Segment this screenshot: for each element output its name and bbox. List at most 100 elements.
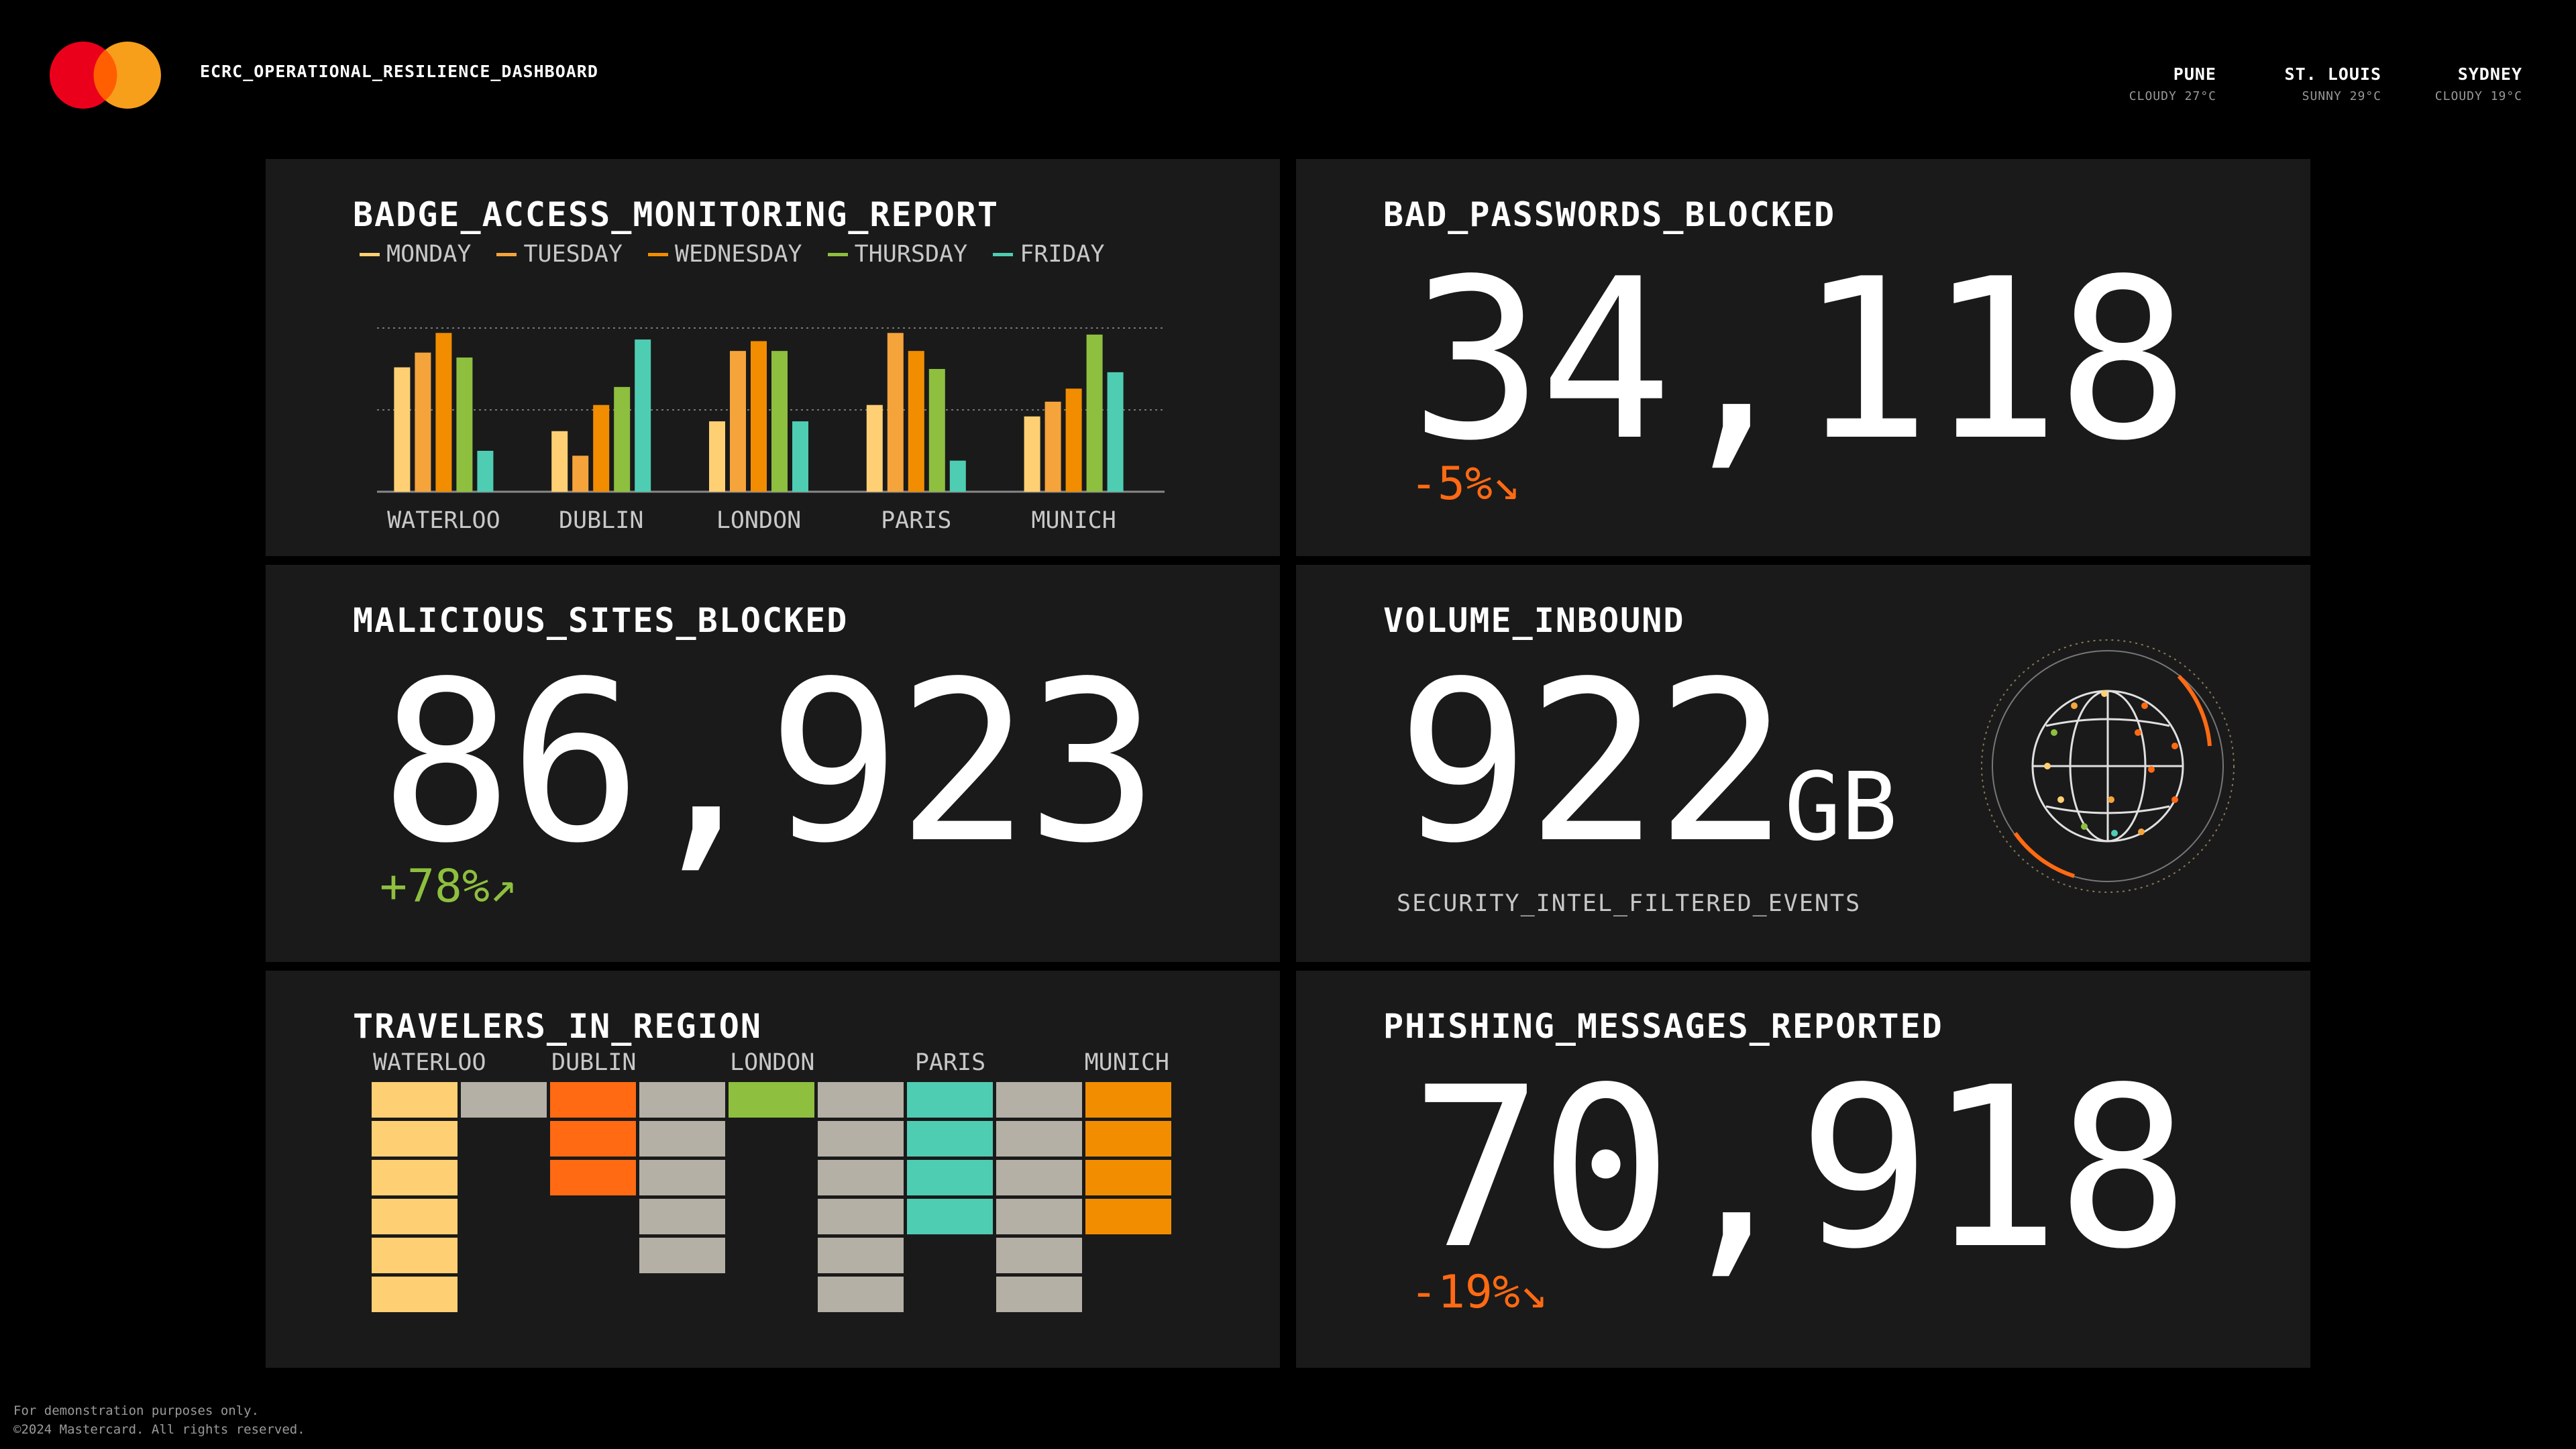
travelers-panel: TRAVELERS_IN_REGION WATERLOO DUBLIN LONDON…	[266, 971, 1280, 1368]
city-name: PUNE	[2173, 64, 2216, 84]
traveler-cell-london	[818, 1238, 904, 1273]
bar-monday-paris	[866, 405, 883, 492]
bar-tuesday-munich	[1044, 401, 1061, 492]
traveler-cell-waterloo	[372, 1238, 458, 1273]
region-label: MUNICH	[1085, 1049, 1169, 1076]
legend-item-monday: MONDAY	[360, 241, 471, 268]
city-weather: CLOUDY 27°C	[2129, 89, 2216, 103]
traveler-cell-waterloo	[372, 1121, 458, 1157]
traveler-cell-london	[818, 1277, 904, 1312]
bar-monday-waterloo	[394, 367, 411, 492]
traveler-cell-dublin	[550, 1160, 636, 1195]
traveler-cell-paris	[996, 1160, 1082, 1195]
metric-value: 86,923	[380, 634, 1159, 892]
traveler-cell-paris	[996, 1238, 1082, 1273]
bar-monday-dublin	[551, 431, 568, 492]
bar-tuesday-paris	[887, 333, 904, 492]
traveler-cell-london	[729, 1082, 814, 1118]
city-weather: CLOUDY 19°C	[2434, 89, 2522, 103]
traveler-cell-paris	[996, 1199, 1082, 1234]
region-label: DUBLIN	[551, 1049, 636, 1076]
phishing-panel: PHISHING_MESSAGES_REPORTED 70,918 -19%↘	[1296, 971, 2310, 1368]
legend-label: MONDAY	[386, 241, 472, 268]
bar-thursday-paris	[928, 369, 945, 492]
travelers-grid-chart: WATERLOO DUBLIN LONDON PARIS MUNICH	[372, 1049, 1171, 1312]
city-weather: SUNNY 29°C	[2302, 89, 2381, 103]
traveler-cell-paris	[907, 1199, 993, 1234]
metric-unit: GB	[1784, 753, 1898, 862]
footer-line: For demonstration purposes only.	[13, 1403, 260, 1418]
bar-tuesday-dublin	[572, 455, 589, 492]
bar-friday-london	[792, 421, 808, 492]
traveler-cell-dublin	[639, 1082, 725, 1118]
metric-change: -5%↘	[1410, 458, 1520, 511]
traveler-cell-waterloo	[461, 1082, 547, 1118]
panel-title: PHISHING_MESSAGES_REPORTED	[1383, 1007, 1943, 1046]
legend-label: FRIDAY	[1020, 241, 1105, 268]
bar-tuesday-waterloo	[415, 352, 431, 492]
traveler-cell-paris	[996, 1277, 1082, 1312]
bar-wednesday-paris	[908, 351, 924, 492]
traveler-cell-dublin	[550, 1121, 636, 1157]
chart-legend: MONDAY TUESDAY WEDNESDAY THURSDAY FRIDAY	[360, 241, 1105, 268]
traveler-cell-paris	[907, 1160, 993, 1195]
traveler-cell-waterloo	[372, 1082, 458, 1118]
city-weather-pune: PUNE CLOUDY 27°C	[2129, 64, 2216, 103]
traveler-cell-munich	[1085, 1121, 1171, 1157]
footer-line: ©2024 Mastercard. All rights reserved.	[13, 1421, 305, 1437]
legend-label: THURSDAY	[854, 241, 968, 268]
metric-value: 922GB	[1397, 652, 1898, 873]
bar-monday-london	[709, 421, 725, 492]
bar-friday-paris	[949, 460, 966, 492]
traveler-cell-dublin	[639, 1160, 725, 1195]
malicious-sites-panel: MALICIOUS_SITES_BLOCKED 86,923 +78%↗	[266, 565, 1280, 962]
panel-title: TRAVELERS_IN_REGION	[353, 1007, 762, 1046]
traveler-cell-dublin	[639, 1199, 725, 1234]
traveler-cell-london	[818, 1082, 904, 1118]
bar-tuesday-london	[730, 351, 746, 492]
bar-thursday-waterloo	[456, 357, 473, 492]
traveler-cell-waterloo	[372, 1277, 458, 1312]
bar-wednesday-munich	[1065, 388, 1082, 492]
city-name: SYDNEY	[2457, 64, 2522, 84]
city-name: ST. LOUIS	[2284, 64, 2381, 84]
bar-friday-munich	[1107, 372, 1124, 492]
traveler-cell-munich	[1085, 1160, 1171, 1195]
legend-label: TUESDAY	[523, 241, 623, 268]
footer-disclaimer: For demonstration purposes only. ©2024 M…	[13, 1402, 305, 1439]
traveler-cell-london	[818, 1121, 904, 1157]
region-label: LONDON	[730, 1049, 814, 1076]
bad-passwords-panel: BAD_PASSWORDS_BLOCKED 34,118 -5%↘	[1296, 159, 2310, 556]
volume-inbound-panel: VOLUME_INBOUND 922GB SECURITY_INTEL_FILT…	[1296, 565, 2310, 962]
metric-subtitle: SECURITY_INTEL_FILTERED_EVENTS	[1397, 890, 1862, 917]
metric-change: +78%↗	[380, 860, 517, 913]
metric-change: -19%↘	[1410, 1266, 1548, 1319]
region-label: PARIS	[915, 1049, 985, 1076]
region-label: WATERLOO	[373, 1049, 486, 1076]
mastercard-logo-icon	[50, 42, 161, 109]
traveler-cell-paris	[907, 1121, 993, 1157]
panel-title: BADGE_ACCESS_MONITORING_REPORT	[353, 195, 1000, 234]
x-tick-label: WATERLOO	[387, 507, 500, 534]
bar-thursday-london	[771, 351, 788, 492]
bar-monday-munich	[1024, 416, 1040, 492]
bar-thursday-dublin	[614, 386, 631, 492]
legend-item-friday: FRIDAY	[993, 241, 1105, 268]
traveler-cell-paris	[996, 1121, 1082, 1157]
panel-title: VOLUME_INBOUND	[1383, 601, 1685, 640]
traveler-cell-waterloo	[372, 1199, 458, 1234]
x-tick-label: MUNICH	[1031, 507, 1116, 534]
x-tick-label: DUBLIN	[559, 507, 643, 534]
city-weather-st-louis: ST. LOUIS SUNNY 29°C	[2285, 64, 2381, 103]
legend-item-thursday: THURSDAY	[827, 241, 968, 268]
x-tick-label: PARIS	[881, 507, 951, 534]
traveler-cell-dublin	[639, 1238, 725, 1273]
legend-label: WEDNESDAY	[674, 241, 802, 268]
bar-friday-dublin	[635, 339, 651, 492]
city-weather-sydney: SYDNEY CLOUDY 19°C	[2435, 64, 2522, 103]
globe-icon	[1981, 639, 2235, 893]
bar-wednesday-dublin	[593, 405, 610, 492]
badge-access-bar-chart: WATERLOO DUBLIN LONDON PARIS MUNICH	[377, 327, 1165, 534]
traveler-cell-munich	[1085, 1082, 1171, 1118]
x-tick-label: LONDON	[716, 507, 801, 534]
